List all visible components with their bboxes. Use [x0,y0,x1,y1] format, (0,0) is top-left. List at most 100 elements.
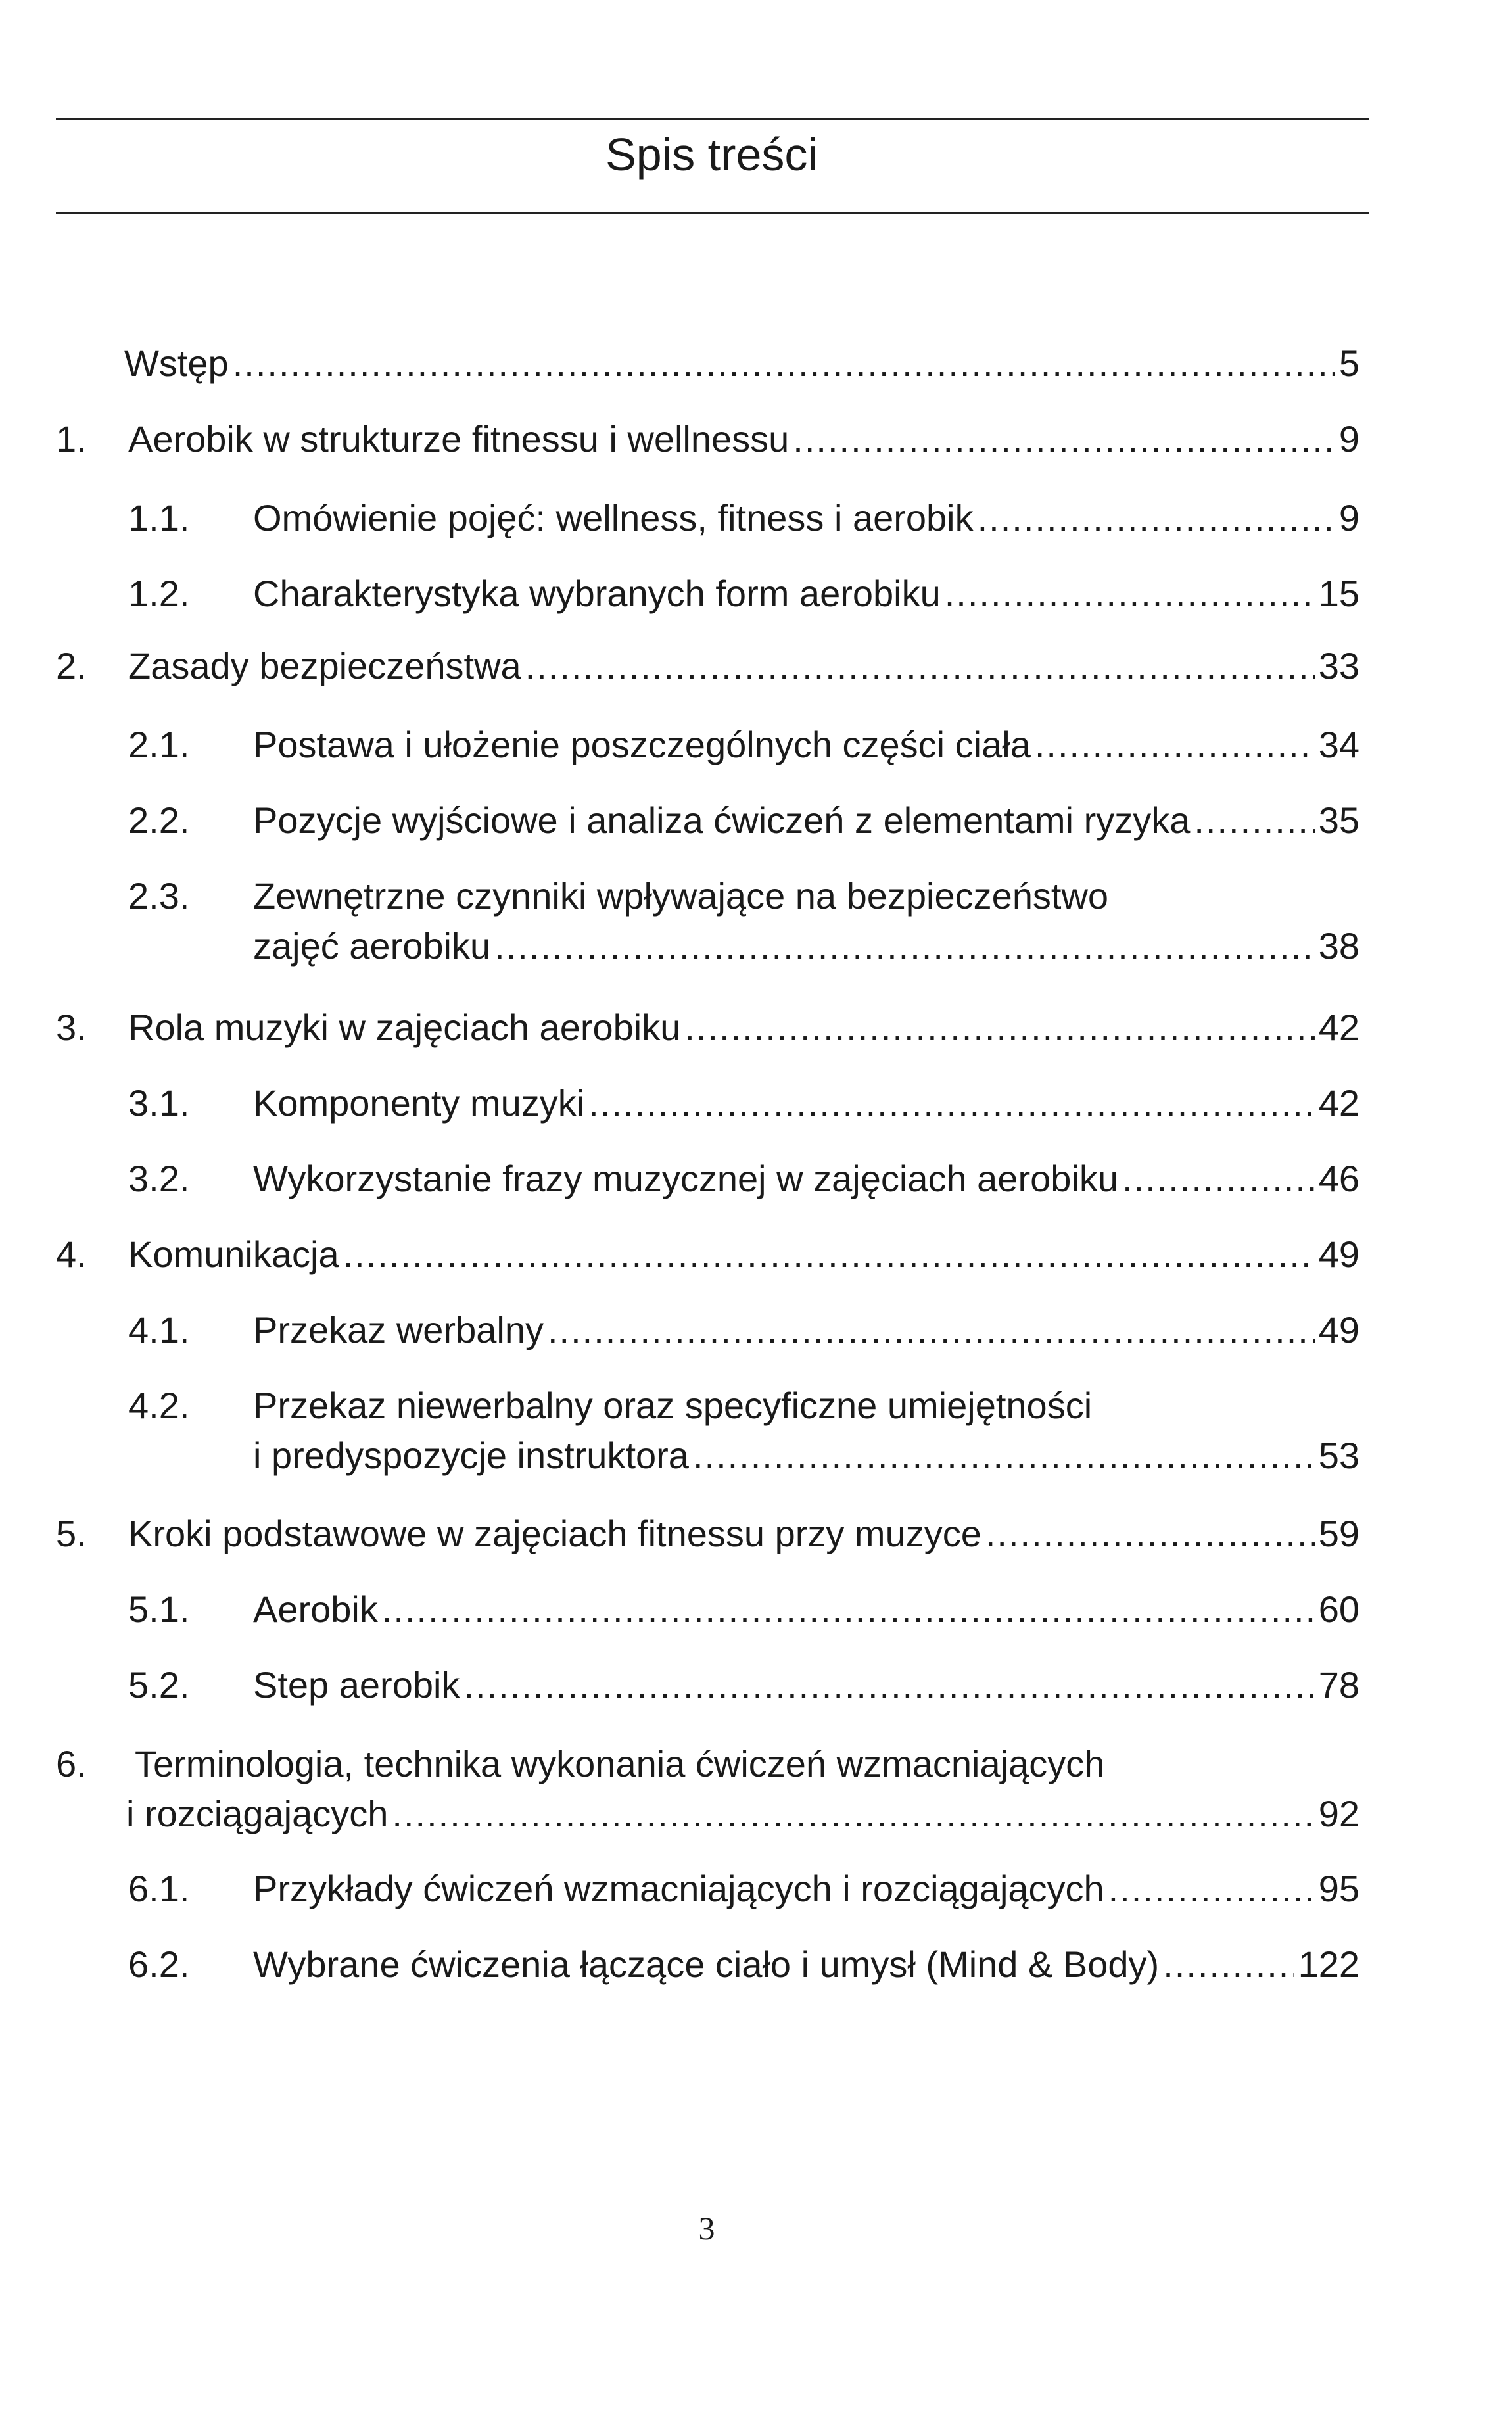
toc-entry: 6.1. Przykłady ćwiczeń wzmacniających i r… [128,1864,1359,1914]
entry-number: 4. [56,1233,87,1275]
dot-leader [233,339,1335,389]
entry-title: Komunikacja [128,1233,339,1275]
toc-entry: 4. Komunikacja 49 [56,1229,1359,1279]
toc-entry: 3.2. Wykorzystanie frazy muzycznej w zaję… [128,1154,1359,1204]
entry-page: 49 [1318,1309,1359,1350]
entry-title: Wybrane ćwiczenia łączące ciało i umysł … [253,1944,1160,1985]
dot-leader [945,569,1315,619]
entry-page: 35 [1318,800,1359,841]
entry-number: 5. [56,1513,87,1554]
entry-page: 122 [1298,1944,1359,1985]
dot-leader [985,1509,1315,1559]
entry-page: 38 [1318,925,1359,967]
entry-number: 2.1. [128,724,190,765]
dot-leader [392,1789,1314,1839]
dot-leader [494,921,1315,971]
entry-title: Terminologia, technika wykonania ćwiczeń… [135,1743,1105,1784]
dot-leader [588,1078,1314,1128]
entry-page: 59 [1318,1513,1359,1554]
page-number: 3 [698,2210,715,2247]
entry-number: 6.2. [128,1944,190,1985]
entry-title: Zasady bezpieczeństwa [128,645,521,686]
entry-number: 3.2. [128,1158,190,1199]
toc-entry: 3.1. Komponenty muzyki 42 [128,1078,1359,1128]
entry-page: 53 [1318,1435,1359,1476]
dot-leader [525,641,1315,691]
bottom-rule [56,212,1369,214]
dot-leader [1035,720,1315,770]
entry-page: 33 [1318,645,1359,686]
entry-title: Postawa i ułożenie poszczególnych części… [253,724,1031,765]
entry-page: 9 [1338,418,1359,460]
entry-number: 1.2. [128,573,190,614]
toc-entry: 2.3. Zewnętrzne czynniki wpływające na be… [128,871,1359,971]
entry-title: Zewnętrzne czynniki wpływające na bezpie… [253,875,1109,917]
entry-page: 34 [1318,724,1359,765]
entry-number: 1. [56,418,87,460]
entry-page: 46 [1318,1158,1359,1199]
entry-title: Przekaz niewerbalny oraz specyficzne umi… [253,1385,1093,1426]
entry-number: 5.2. [128,1664,190,1706]
dot-leader [343,1229,1315,1279]
entry-page: 15 [1318,573,1359,614]
entry-title: i rozciągających [126,1793,389,1834]
toc-entry: 2.1. Postawa i ułożenie poszczególnych cz… [128,720,1359,770]
entry-number: 6. [56,1743,87,1784]
dot-leader [1108,1864,1315,1914]
toc-entry: 1.2. Charakterystyka wybranych form aerob… [128,569,1359,619]
entry-title: Wykorzystanie frazy muzycznej w zajęciac… [253,1158,1118,1199]
dot-leader [382,1585,1315,1635]
toc-entry: 2.2. Pozycje wyjściowe i analiza ćwiczeń … [128,796,1359,846]
entry-title: Wstęp [124,343,229,384]
dot-leader [978,493,1335,543]
entry-title: Aerobik w strukturze fitnessu i wellness… [128,418,790,460]
entry-title: Przykłady ćwiczeń wzmacniających i rozci… [253,1868,1104,1909]
dot-leader [463,1660,1314,1710]
entry-number: 2. [56,645,87,686]
entry-page: 92 [1318,1793,1359,1834]
dot-leader [793,414,1335,464]
toc-entry: 6. Terminologia, technika wykonania ćwicz… [56,1739,1359,1839]
dot-leader [1163,1940,1294,1990]
page-title: Spis treści [605,129,818,180]
entry-title: Pozycje wyjściowe i analiza ćwiczeń z el… [253,800,1191,841]
entry-number: 3. [56,1007,87,1048]
dot-leader [693,1431,1315,1481]
toc-entry: 1.1. Omówienie pojęć: wellness, fitness i… [128,493,1359,543]
toc-entry: Wstęp 5 [124,339,1359,389]
entry-title: Step aerobik [253,1664,460,1706]
entry-number: 4.2. [128,1385,190,1426]
entry-number: 5.1. [128,1588,190,1630]
entry-number: 3.1. [128,1082,190,1124]
entry-page: 9 [1338,497,1359,538]
entry-title: i predyspozycje instruktora [253,1435,689,1476]
toc-entry: 5.2. Step aerobik 78 [128,1660,1359,1710]
entry-title: Charakterystyka wybranych form aerobiku [253,573,941,614]
entry-number: 6.1. [128,1868,190,1909]
toc-entry: 5. Kroki podstawowe w zajęciach fitnessu … [56,1509,1359,1559]
entry-page: 42 [1318,1007,1359,1048]
toc-entry: 1. Aerobik w strukturze fitnessu i wellne… [56,414,1359,464]
entry-title: Kroki podstawowe w zajęciach fitnessu pr… [128,1513,981,1554]
dot-leader [684,1003,1314,1053]
entry-page: 78 [1318,1664,1359,1706]
toc-entry: 6.2. Wybrane ćwiczenia łączące ciało i um… [128,1940,1359,1990]
entry-title: Rola muzyki w zajęciach aerobiku [128,1007,681,1048]
entry-number: 4.1. [128,1309,190,1350]
toc-entry: 2. Zasady bezpieczeństwa 33 [56,641,1359,691]
entry-page: 42 [1318,1082,1359,1124]
entry-page: 49 [1318,1233,1359,1275]
dot-leader [548,1305,1315,1355]
toc-entry: 5.1. Aerobik 60 [128,1585,1359,1635]
dot-leader [1194,796,1314,846]
toc-entry: 4.2. Przekaz niewerbalny oraz specyficzne… [128,1381,1359,1481]
entry-title: Komponenty muzyki [253,1082,585,1124]
entry-number: 1.1. [128,497,190,538]
entry-page: 5 [1338,343,1359,384]
entry-page: 95 [1318,1868,1359,1909]
top-rule [56,118,1369,120]
entry-number: 2.3. [128,875,190,917]
entry-title: Omówienie pojęć: wellness, fitness i aer… [253,497,974,538]
dot-leader [1122,1154,1315,1204]
entry-number: 2.2. [128,800,190,841]
